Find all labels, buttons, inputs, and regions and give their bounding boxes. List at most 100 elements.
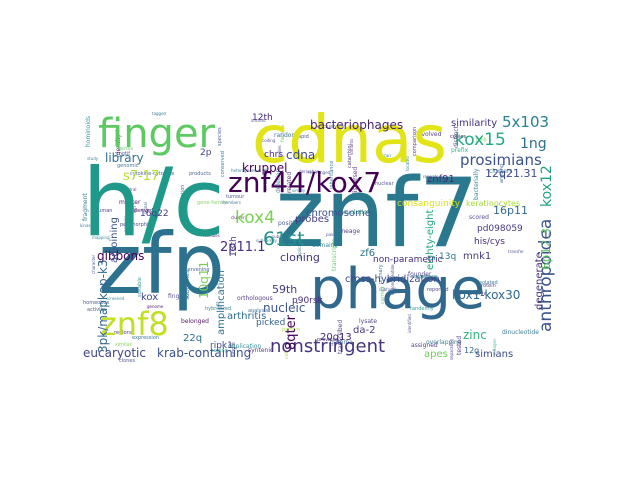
word-cdnas: cdnas [252,112,447,178]
small-word-sequence: sequence [413,274,438,280]
word-16p11: 16p11 [493,204,528,217]
small-word-scored: scored [469,214,489,221]
word-picked: picked [256,318,286,328]
small-word-species: species [217,127,223,146]
word-library: library [105,151,144,165]
word-p90rsk: p90rsk [292,296,323,306]
small-word-residues: residues [203,233,220,238]
word-da-2: da-2 [353,325,376,336]
word-pd098059: pd098059 [477,224,523,234]
word-zfp: zfp [98,215,225,313]
small-word-isolated: isolated [478,280,498,286]
word-59th: 59th [272,283,298,296]
word-22q: 22q [183,333,203,344]
word-simians: simians [475,349,514,360]
small-word-rearranged: rearranged [308,170,331,175]
word-2p11-1: 2p11.1 [220,240,266,255]
small-word-derived: derived [134,208,153,214]
word-kox4: kox4 [235,208,275,228]
small-word-motif: motif [117,151,131,157]
small-word-founder: founder [408,271,432,278]
word-kox1-kox30: kox1-kox30 [452,288,521,302]
small-word-belonged: belonged [181,318,209,325]
small-word-lineage: lineage [338,228,361,235]
word-ripk1: ripk1 [210,341,233,351]
word-znf7: znf7 [275,159,479,269]
word-cross-hybridization: cross-hybridization [345,274,440,285]
word-eucaryotic: eucaryotic [83,346,146,360]
word-kruppel: kruppel [242,161,288,175]
word-chromosome: chromosome [306,208,371,219]
word-zf6: zf6 [360,248,376,259]
word-12q21-31: 12q21.31 [485,167,538,180]
small-word-random: random [274,132,298,139]
word-kox15: kox15 [455,130,506,150]
small-word-assigned: assigned [411,342,438,349]
word-znf8: znf8 [100,305,169,343]
small-word-junk: junk [476,137,487,143]
small-word-fingers: fingers [168,293,189,300]
word-nucleic: nucleic [263,301,306,315]
small-word-anemia: anemia [468,291,487,297]
word-12th: 12th [252,113,273,123]
small-word-experiments: experiments [282,240,320,247]
small-word-hominoids: hominoids [85,115,92,147]
small-word-subset: subset [272,234,286,239]
word-mnk1: mnk1 [463,251,492,262]
word-adjoining: adjoining [109,217,120,263]
small-word-ancient: ancient [251,118,266,123]
small-word-genome: genome [147,304,164,309]
small-word-members: members [222,200,241,205]
small-word-pattern: pattern [282,327,301,333]
small-word-genomic: genomic [117,163,139,169]
word-5x103: 5x103 [502,113,550,131]
word-finger: finger [98,112,215,157]
small-word-activity: activity [87,307,106,313]
small-word-ancestral: ancestral [118,187,137,192]
word-12q: 12q [464,346,480,355]
word-kox12: kox12 [539,165,555,207]
small-word-rapid: rapid [296,134,309,140]
small-word-prefix: prefix [451,147,469,154]
small-word-subfamily: subfamily [379,287,399,292]
small-word-gene-family: gene-family [197,200,227,206]
word-znf44-kox7: znf44/kox7 [228,166,382,199]
small-word-duplication: duplication [228,343,262,350]
small-word-products: products [189,171,211,177]
word-1ng: 1ng [520,136,547,152]
word-16q22: 16q22 [140,209,169,219]
small-word-tagged: tagged [152,112,167,116]
small-word-genes: genes [118,146,134,152]
small-word-repeats: repeats [423,174,439,179]
small-word-exclusively: exclusively [317,124,345,130]
small-word-polymorphic: polymorphic [120,222,152,228]
small-word-domains: domains [312,242,338,249]
small-word-pairs: pairs [326,232,336,237]
small-word-clusters: clusters [489,168,513,175]
word-cdna: cdna [286,148,316,162]
small-word-study: study [87,156,99,161]
word-non-parametric: non-parametric [373,255,443,265]
small-word-marker: marker [119,199,141,206]
word-20q13: 20q13 [320,332,352,343]
word-cloning: cloning [280,251,320,264]
small-word-sub-family: sub-family [256,238,277,243]
word-probes: probes [295,214,330,225]
small-word-tandemly: tandemly [410,306,434,312]
small-word-human: human [95,208,113,214]
word-arthritis: arthritis [227,311,267,322]
word-gibbons: gibbons [97,249,145,263]
word-s7-17: s7-17 [123,169,160,184]
word-3pk-mapkap-k3: 3pk/mapkap-k3 [96,259,110,353]
small-word-previous: previous [317,337,339,343]
small-word-african: african [377,153,391,158]
small-word-heterogeneous: heterogeneous [231,168,262,173]
small-word-derivation: derivation [299,169,320,174]
small-word-syntenic: syntenic [248,347,274,354]
word-chrs: chrs [264,150,284,160]
small-word-cytokine-cytokine: cytokine-cytokine [130,171,175,177]
word-h-c: h/c [82,149,225,258]
word-10q11: 10q11 [197,260,211,299]
word-apes: apes [424,349,448,360]
small-word-coding: coding [211,348,228,354]
